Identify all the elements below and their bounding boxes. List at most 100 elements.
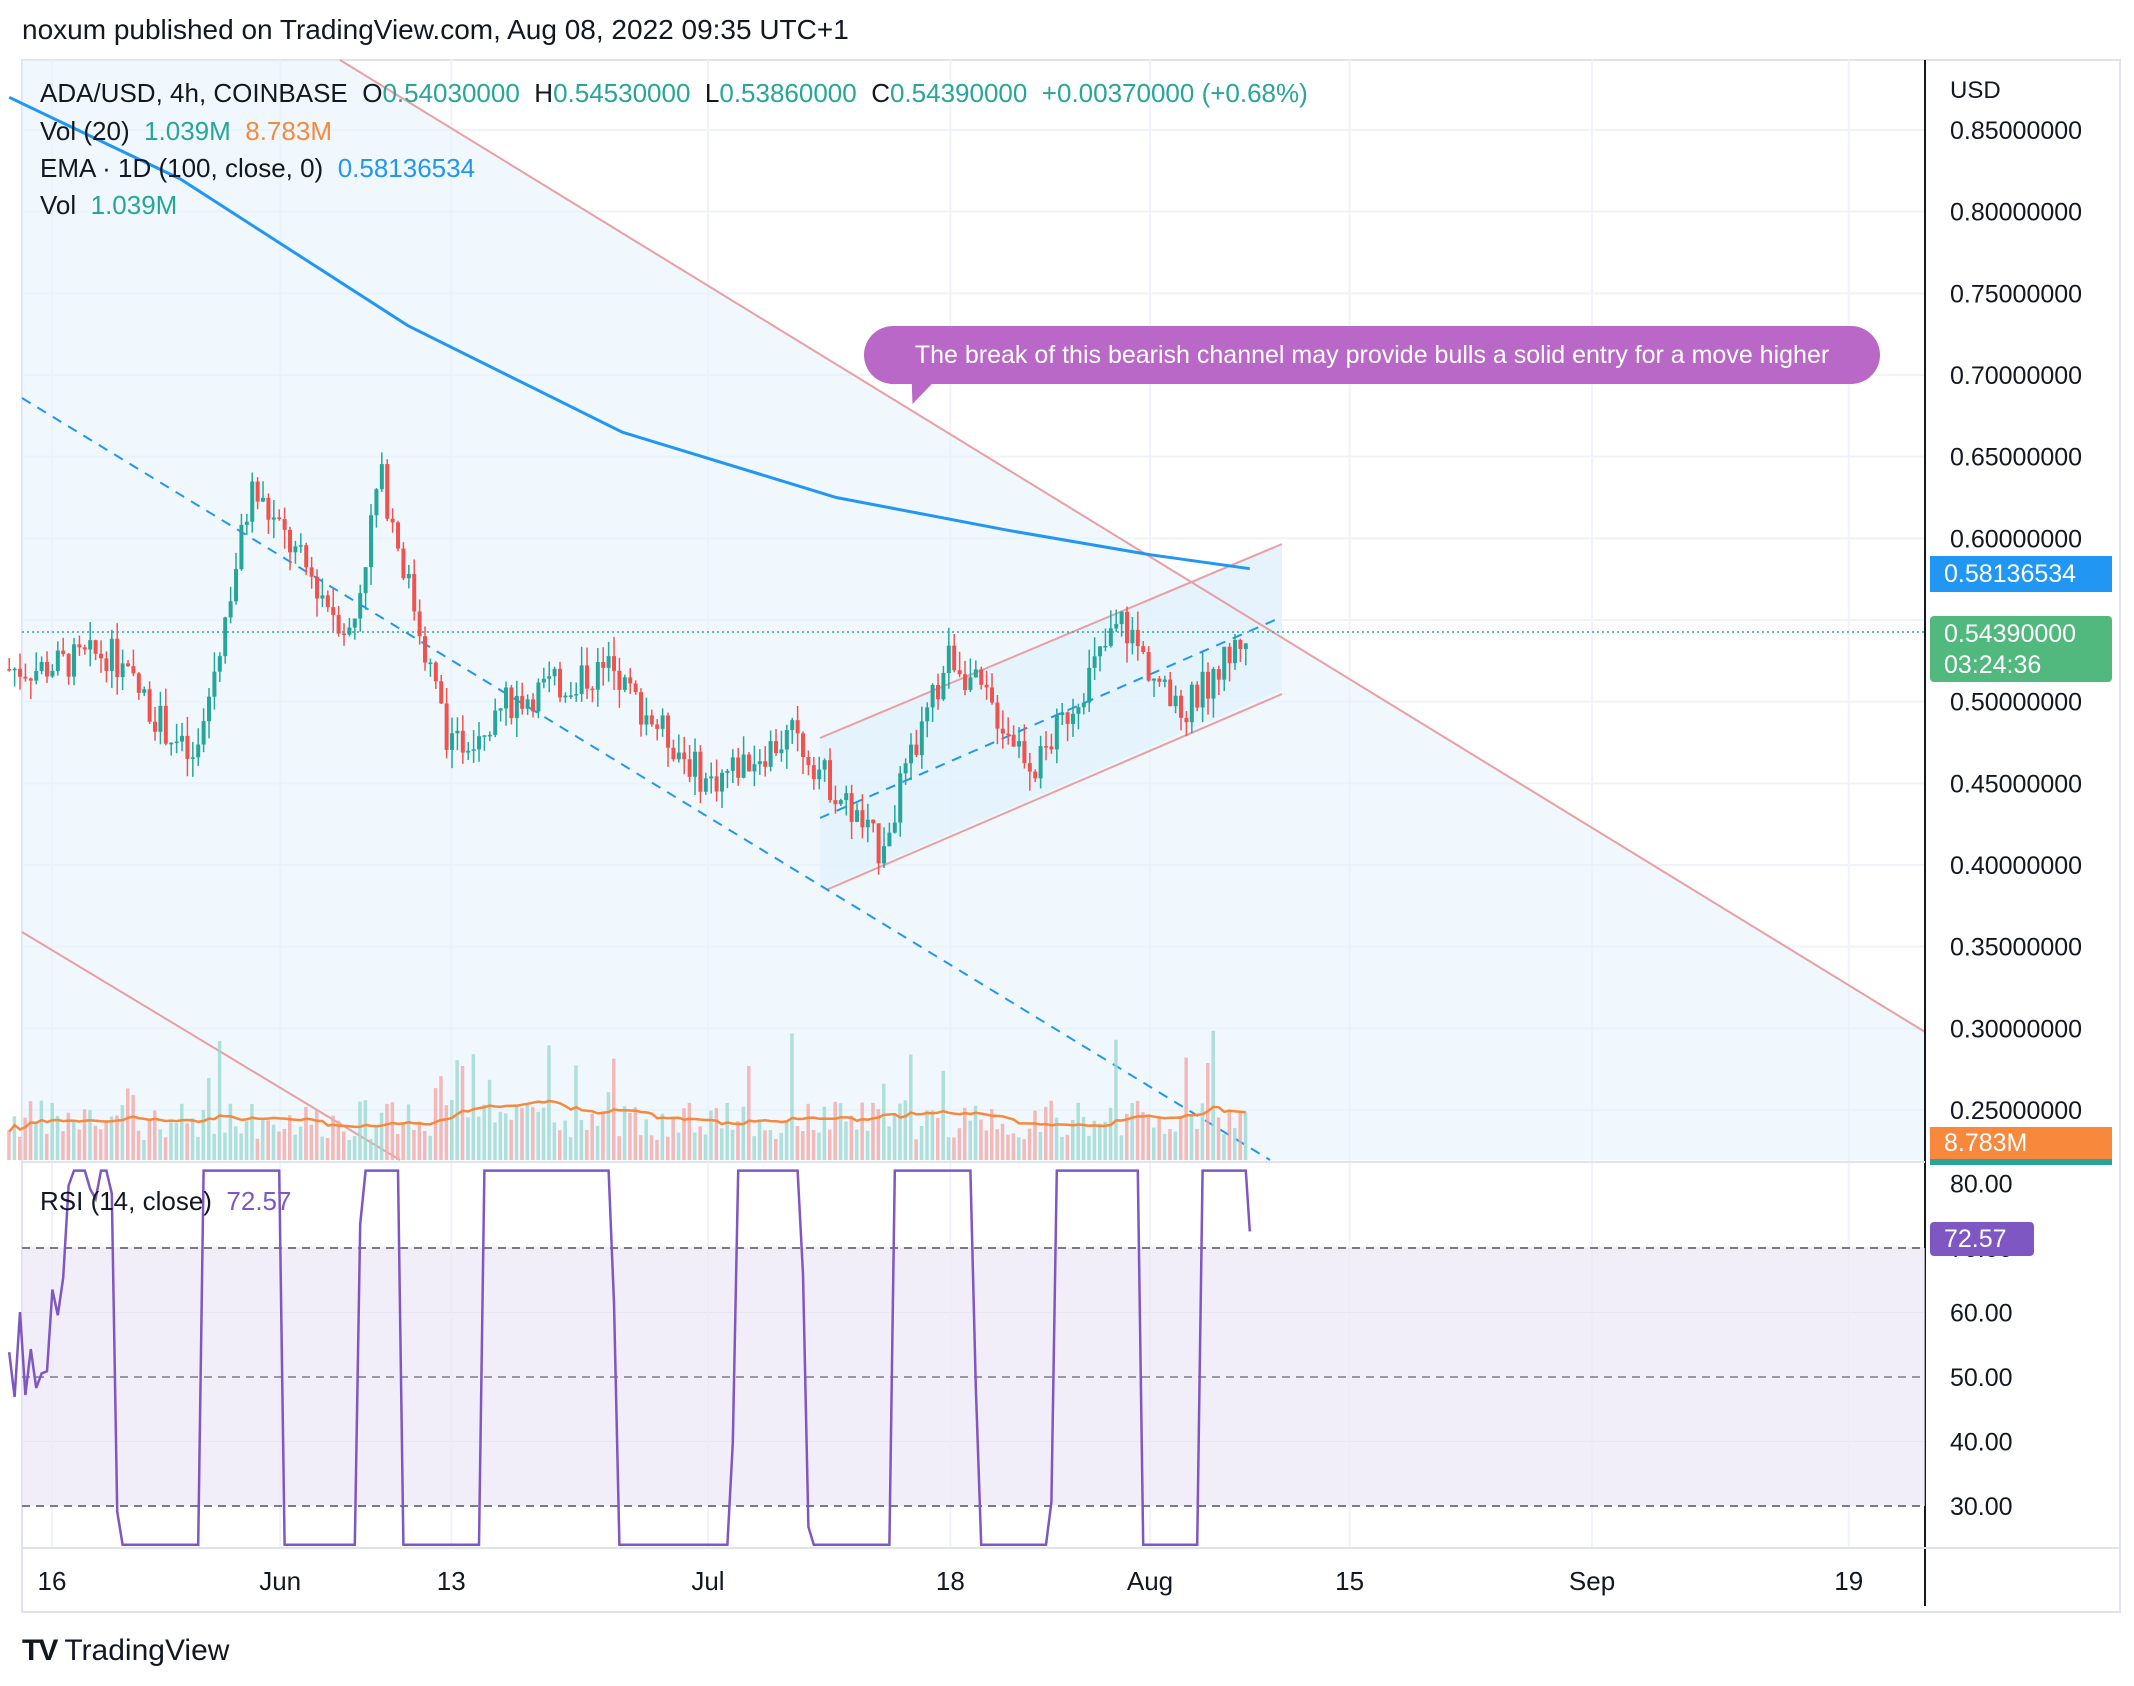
candle <box>487 734 492 737</box>
volume-bar <box>153 1110 157 1160</box>
candle <box>736 757 741 778</box>
volume-bar <box>1243 1112 1248 1160</box>
candle <box>423 636 428 663</box>
volume-bar <box>1184 1057 1188 1160</box>
candle <box>871 819 876 824</box>
candle <box>374 489 379 516</box>
candle <box>703 778 708 792</box>
candle <box>180 735 185 742</box>
candle <box>304 545 309 568</box>
volume-bar <box>45 1133 49 1160</box>
volume-bar <box>136 1130 141 1160</box>
candle <box>1092 656 1097 668</box>
candle <box>833 800 838 805</box>
candle <box>720 772 725 792</box>
rsi-label[interactable]: RSI (14, close) <box>40 1186 212 1216</box>
volume-bar <box>320 1136 324 1160</box>
volume-bar <box>379 1112 384 1160</box>
price-tick-label: 0.70000000 <box>1950 362 2082 390</box>
volume-bar <box>590 1113 594 1160</box>
volume-bar <box>968 1120 972 1160</box>
price-tick-label: 0.85000000 <box>1950 117 2082 145</box>
volume-bar <box>1081 1116 1086 1160</box>
price-tick-label: 0.60000000 <box>1950 525 2082 553</box>
vol2-legend: Vol 1.039M <box>40 190 177 221</box>
volume-bar <box>444 1105 449 1160</box>
volume-bar <box>817 1132 821 1160</box>
candle <box>509 687 514 719</box>
annotation-callout[interactable]: The break of this bearish channel may pr… <box>864 326 1880 384</box>
open-label: O <box>362 78 383 108</box>
candle <box>1184 717 1189 723</box>
candle <box>1189 684 1194 723</box>
volume-bar <box>1011 1133 1016 1160</box>
volume-bar <box>331 1115 335 1160</box>
candle <box>82 647 87 650</box>
symbol-label[interactable]: ADA/USD, 4h, COINBASE <box>40 78 348 108</box>
time-tick-label: 19 <box>1834 1566 1863 1596</box>
volume-bar <box>352 1136 357 1160</box>
candle <box>547 676 552 679</box>
rising-upper-line <box>819 543 1283 739</box>
candle <box>66 653 71 677</box>
volume-bar <box>855 1129 859 1160</box>
candle <box>217 656 222 672</box>
candle <box>153 721 158 732</box>
volume-bar <box>714 1108 719 1160</box>
candle <box>747 754 752 772</box>
volume-bar <box>979 1119 983 1160</box>
volume-bar <box>563 1120 567 1160</box>
rsi-tag: 72.57 <box>1930 1222 2034 1256</box>
price-axis: 0.85000000 0.80000000 0.75000000 0.70000000… <box>1950 117 2082 1125</box>
candle <box>952 645 957 671</box>
ema-label[interactable]: EMA · 1D (100, close, 0) <box>40 153 324 183</box>
candle <box>882 846 887 864</box>
candle <box>18 668 23 677</box>
volume-bar <box>131 1095 135 1160</box>
candle <box>1060 712 1065 715</box>
volume-bar <box>811 1130 816 1160</box>
volume-bar <box>39 1100 44 1160</box>
candle <box>563 695 568 698</box>
tradingview-brand[interactable]: TV TradingView <box>22 1634 229 1668</box>
volume-bar <box>374 1125 378 1160</box>
candle <box>725 770 730 773</box>
price-tick-label: 0.45000000 <box>1950 770 2082 798</box>
candle <box>77 644 82 648</box>
volume-bar <box>687 1102 692 1160</box>
volume-bar <box>7 1130 11 1160</box>
close-label: C <box>871 78 890 108</box>
volume-bar <box>747 1066 751 1160</box>
volume-bar <box>50 1102 54 1160</box>
volume-bar <box>487 1079 492 1160</box>
volume-bar <box>660 1113 665 1160</box>
volume-bar <box>736 1121 740 1160</box>
ohlc-legend: ADA/USD, 4h, COINBASE O0.54030000 H0.545… <box>40 78 1308 109</box>
candle <box>606 656 611 668</box>
candle <box>309 567 314 577</box>
ema-value: 0.58136534 <box>337 153 476 183</box>
volume-bar <box>1044 1106 1048 1160</box>
candle <box>995 702 1000 729</box>
volume-bar <box>174 1123 179 1160</box>
volume-bar <box>1033 1110 1037 1160</box>
candle <box>271 517 276 520</box>
candle <box>601 662 606 668</box>
candle <box>460 730 465 753</box>
candle <box>277 517 282 520</box>
candle <box>1238 639 1243 649</box>
price-tick-label: 0.35000000 <box>1950 934 2082 962</box>
candle <box>207 696 212 722</box>
volume-bar <box>477 1116 481 1160</box>
volume-bar <box>1076 1102 1080 1160</box>
volume-bar <box>315 1109 319 1160</box>
volume-ma-line <box>8 1099 1246 1133</box>
vol-label[interactable]: Vol (20) <box>40 116 130 146</box>
candle <box>768 741 773 767</box>
volume-bar <box>930 1110 935 1160</box>
candle <box>617 670 622 690</box>
ema-legend: EMA · 1D (100, close, 0) 0.58136534 <box>40 153 475 184</box>
candle <box>493 710 498 735</box>
vol2-label[interactable]: Vol <box>40 190 77 220</box>
